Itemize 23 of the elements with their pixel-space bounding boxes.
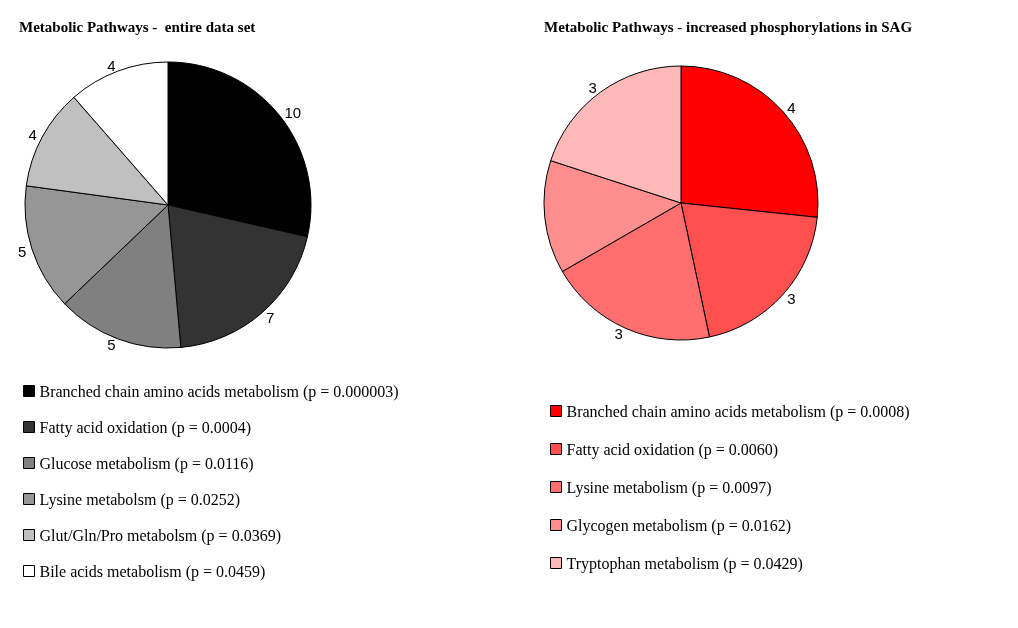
legend-label: Lysine metabolism (p = 0.0097): [566, 478, 772, 497]
data-label: 3: [787, 290, 796, 308]
data-label: 5: [107, 336, 116, 353]
legend-label: Glycogen metabolism (p = 0.0162): [566, 516, 792, 535]
legend-label: Bile acids metabolism (p = 0.0459): [39, 562, 266, 581]
legend-label: Branched chain amino acids metabolism (p = 0.0008): [566, 402, 910, 421]
legend-label: Fatty acid oxidation (p = 0.0004): [39, 418, 252, 437]
legend-label: Tryptophan metabolism (p = 0.0429): [566, 554, 803, 573]
data-label: 4: [107, 57, 116, 74]
data-label: 3: [614, 325, 623, 343]
chart-title: Metabolic Pathways - increased phosphorylations in SAG: [544, 18, 913, 35]
legend-label: Fatty acid oxidation (p = 0.0060): [566, 440, 779, 459]
chart-title: Metabolic Pathways - entire data set: [19, 18, 256, 35]
data-label: 3: [588, 78, 597, 96]
legend-label: Lysine metabolsm (p = 0.0252): [39, 490, 241, 509]
data-label: 5: [17, 242, 27, 260]
data-label: 4: [28, 125, 37, 143]
legend-label: Branched chain amino acids metabolism (p = 0.000003): [39, 382, 399, 401]
data-label: 4: [787, 98, 796, 116]
legend-label: Glucose metabolism (p = 0.0116): [39, 454, 254, 473]
data-label: 10: [284, 103, 302, 121]
data-label: 7: [266, 308, 275, 326]
legend-label: Glut/Gln/Pro metabolsm (p = 0.0369): [39, 526, 281, 545]
